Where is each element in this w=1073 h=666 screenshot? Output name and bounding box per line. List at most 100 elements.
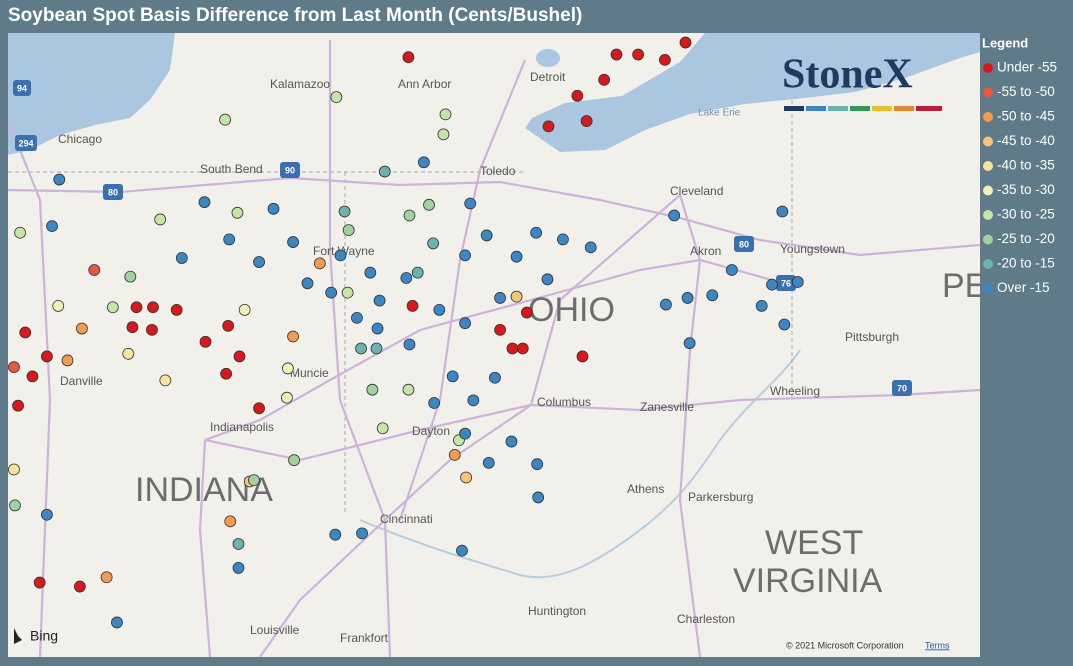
- location-dot: [342, 224, 355, 237]
- location-dot: [14, 226, 27, 239]
- location-dot: [220, 367, 233, 380]
- location-dot: [660, 298, 672, 311]
- terms-link[interactable]: Terms: [925, 640, 950, 650]
- shield: [103, 184, 123, 200]
- location-dot: [147, 301, 159, 314]
- location-dot: [325, 286, 338, 299]
- location-dot: [542, 120, 555, 133]
- location-dot: [334, 249, 347, 262]
- location-dot: [288, 454, 301, 467]
- location-dot: [373, 294, 386, 307]
- road: [204, 388, 980, 462]
- legend-label: -35 to -30: [997, 182, 1055, 197]
- location-dot: [46, 220, 58, 233]
- logo-bar: [850, 106, 870, 111]
- location-dot: [26, 370, 39, 383]
- location-dot: [446, 370, 459, 383]
- copyright: © 2021 Microsoft Corporation: [786, 640, 904, 650]
- location-dot: [580, 115, 593, 127]
- city-label: Frankfort: [340, 631, 389, 645]
- location-dot: [8, 463, 20, 476]
- location-dot: [423, 198, 435, 211]
- location-dot: [417, 156, 430, 169]
- location-dot: [282, 362, 294, 375]
- legend-swatch: [983, 259, 993, 269]
- location-dot: [19, 326, 32, 339]
- city-label: Columbus: [537, 395, 591, 409]
- bing-attribution: Bing: [30, 628, 58, 644]
- location-dot: [598, 73, 611, 86]
- location-dot: [223, 233, 236, 246]
- location-dot: [76, 322, 88, 335]
- location-dot: [494, 323, 507, 336]
- location-dot: [576, 350, 589, 363]
- location-dot: [232, 538, 245, 550]
- location-dot: [659, 53, 671, 66]
- legend-label: Over -15: [997, 280, 1050, 295]
- city-label: Kalamazoo: [270, 77, 330, 91]
- location-dot: [61, 354, 74, 367]
- shield: [280, 162, 300, 178]
- location-dot: [571, 89, 584, 102]
- city-label: Pittsburgh: [845, 330, 899, 344]
- location-dot: [557, 233, 569, 246]
- city-label: Cincinnati: [380, 512, 433, 526]
- location-dot: [124, 270, 137, 283]
- legend-label: -50 to -45: [997, 109, 1055, 124]
- shield-label: 76: [781, 278, 791, 288]
- location-dot: [159, 374, 172, 387]
- legend-swatch: [983, 210, 993, 220]
- location-dot: [41, 508, 53, 521]
- road: [198, 439, 212, 657]
- location-dot: [370, 342, 383, 355]
- logo-bar: [828, 106, 848, 111]
- location-dot: [776, 205, 789, 218]
- location-dot: [53, 173, 66, 186]
- location-dot: [766, 278, 778, 291]
- legend-swatch: [983, 161, 993, 171]
- logo-bar: [916, 106, 942, 111]
- city-label: South Bend: [200, 162, 263, 176]
- city-label: Danville: [60, 374, 103, 388]
- legend-swatch: [983, 87, 993, 98]
- location-dot: [231, 206, 244, 219]
- location-dot: [516, 342, 529, 355]
- location-dot: [510, 250, 523, 263]
- location-dot: [411, 266, 424, 279]
- location-dot: [403, 338, 416, 351]
- location-dot: [402, 51, 415, 64]
- location-dot: [111, 616, 123, 629]
- location-dot: [12, 399, 24, 412]
- location-dot: [406, 300, 419, 312]
- location-dot: [378, 165, 391, 178]
- legend-label: Under -55: [997, 60, 1057, 75]
- shield-label: 94: [17, 83, 27, 93]
- location-dot: [402, 383, 415, 396]
- location-dot: [253, 256, 265, 268]
- location-dot: [355, 342, 367, 355]
- legend: Legend Under -55 -55 to -50 -50 to -45 -45 …: [982, 35, 1057, 295]
- location-dot: [403, 209, 416, 222]
- shield: [892, 380, 912, 396]
- shield: [13, 80, 31, 96]
- location-dot: [791, 276, 804, 288]
- location-dot: [8, 361, 20, 373]
- location-dot: [73, 580, 86, 593]
- location-dot: [198, 196, 211, 209]
- location-dot: [400, 272, 413, 284]
- map: Kalamazoo Ann Arbor Detroit Chicago Sout…: [8, 33, 980, 657]
- location-dot: [480, 229, 493, 242]
- location-dot: [427, 237, 440, 250]
- location-dot: [146, 323, 158, 336]
- road: [8, 176, 980, 257]
- legend-swatch: [983, 234, 993, 245]
- location-dot: [510, 290, 523, 303]
- location-dot: [351, 311, 363, 324]
- location-dot: [460, 471, 473, 484]
- legend-title: Legend: [982, 35, 1028, 50]
- city-label: Wheeling: [770, 384, 820, 398]
- bing-icon: [14, 628, 22, 644]
- shield-label: 294: [18, 138, 33, 148]
- city-label: Zanesville: [640, 400, 694, 414]
- logo-text: StoneX: [782, 52, 913, 98]
